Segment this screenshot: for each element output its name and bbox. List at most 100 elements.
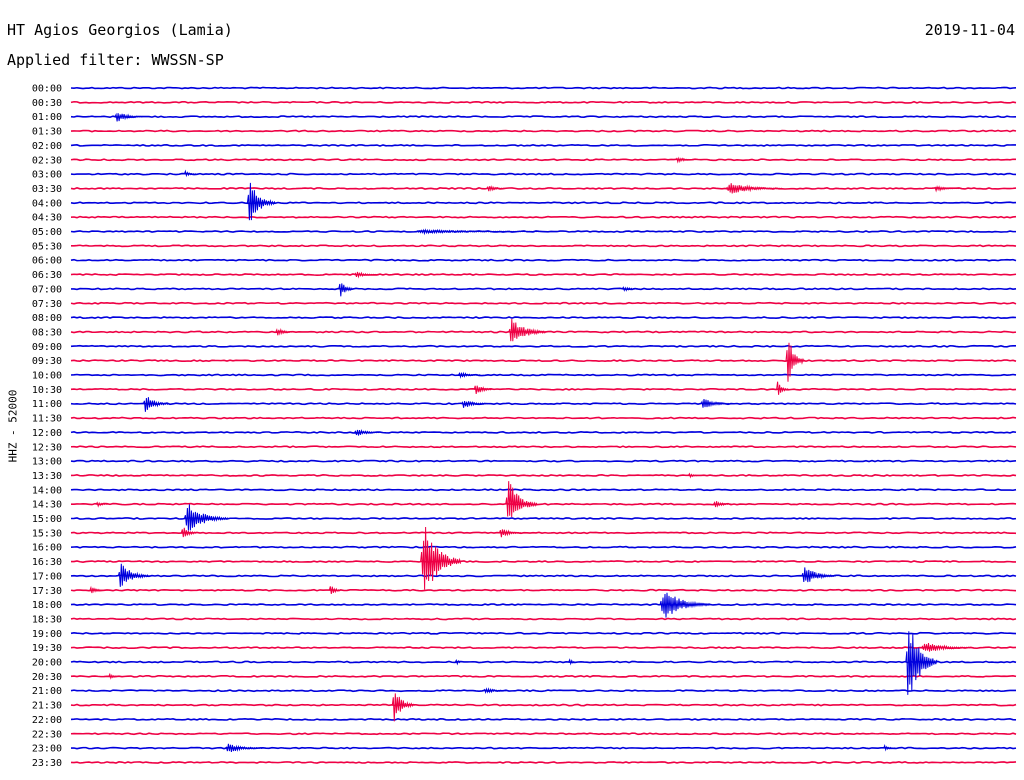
row-time-label: 03:30: [32, 184, 62, 195]
event-waveform: [568, 658, 575, 666]
row-time-label: 19:00: [32, 629, 62, 640]
row-time-label: 19:30: [32, 643, 62, 654]
event-waveform: [933, 185, 960, 193]
trace-lines: [70, 86, 1017, 764]
event-marks: [89, 112, 972, 753]
event-waveform: [921, 643, 972, 652]
event-waveform: [414, 228, 541, 236]
event-waveform: [461, 400, 490, 408]
row-time-label: 14:30: [32, 500, 62, 511]
trace-line: [70, 258, 1017, 262]
row-time-label: 08:30: [32, 327, 62, 338]
row-time-label: 04:30: [32, 213, 62, 224]
trace-line: [70, 545, 1017, 549]
row-time-label: 11:30: [32, 414, 62, 425]
event-waveform: [659, 592, 711, 618]
trace-line: [70, 746, 1017, 750]
row-time-labels: 00:00 00:30 01:00 01:30 02:00 02:30 03:00 03:30…: [32, 84, 62, 769]
trace-line: [70, 459, 1017, 463]
row-time-label: 13:30: [32, 471, 62, 482]
trace-line: [70, 244, 1017, 248]
event-waveform: [354, 271, 380, 279]
event-waveform: [498, 529, 522, 538]
row-time-label: 04:00: [32, 198, 62, 209]
row-time-label: 22:00: [32, 715, 62, 726]
trace-line: [70, 689, 1016, 693]
event-waveform: [454, 658, 462, 666]
row-time-label: 14:00: [32, 485, 62, 496]
trace-line: [70, 674, 1017, 678]
row-time-label: 02:30: [32, 155, 62, 166]
trace-line: [70, 387, 1017, 391]
row-time-label: 06:30: [32, 270, 62, 281]
row-time-label: 21:30: [32, 701, 62, 712]
trace-line: [70, 646, 1017, 650]
event-waveform: [483, 687, 509, 694]
event-waveform: [508, 318, 547, 342]
row-time-label: 23:30: [32, 758, 62, 769]
trace-line: [70, 316, 1017, 320]
trace-line: [70, 344, 1017, 348]
trace-line: [70, 416, 1017, 420]
event-waveform: [458, 371, 481, 379]
event-waveform: [621, 286, 638, 292]
trace-line: [70, 574, 1017, 578]
trace-line: [70, 129, 1017, 133]
trace-line: [71, 502, 1017, 506]
event-waveform: [246, 182, 276, 221]
event-waveform: [225, 743, 263, 753]
trace-line: [70, 488, 1017, 492]
event-waveform: [275, 328, 294, 336]
trace-line: [70, 359, 1017, 363]
row-time-label: 09:30: [32, 356, 62, 367]
event-waveform: [328, 586, 342, 595]
trace-line: [70, 158, 1017, 162]
row-time-label: 21:00: [32, 686, 62, 697]
trace-line: [70, 631, 1017, 635]
row-time-label: 08:00: [32, 313, 62, 324]
row-time-label: 12:30: [32, 442, 62, 453]
date-label: 2019-11-04: [924, 21, 1015, 39]
trace-line: [70, 474, 1017, 477]
row-time-label: 10:30: [32, 385, 62, 396]
trace-line: [70, 86, 1017, 90]
row-time-label: 18:00: [32, 600, 62, 611]
event-waveform: [473, 385, 493, 395]
event-waveform: [700, 399, 730, 408]
row-time-label: 01:30: [32, 127, 62, 138]
row-time-label: 02:00: [32, 141, 62, 152]
trace-line: [70, 187, 1017, 190]
row-time-label: 06:00: [32, 256, 62, 267]
trace-line: [70, 560, 1017, 563]
event-waveform: [180, 527, 197, 538]
trace-line: [70, 201, 1017, 205]
trace-line: [70, 301, 1017, 305]
trace-line: [70, 373, 1017, 377]
filter-label: Applied filter: WWSSN-SP: [7, 51, 224, 69]
row-time-label: 20:00: [32, 658, 62, 669]
trace-line: [70, 287, 1017, 291]
row-time-label: 20:30: [32, 672, 62, 683]
row-time-label: 15:30: [32, 528, 62, 539]
event-waveform: [776, 381, 789, 395]
event-waveform: [183, 504, 229, 531]
row-time-label: 23:00: [32, 744, 62, 755]
event-waveform: [505, 481, 538, 518]
trace-line: [70, 100, 1017, 104]
trace-line: [70, 402, 1017, 406]
row-time-label: 00:00: [32, 84, 62, 95]
trace-line: [70, 717, 1017, 721]
event-waveform: [142, 397, 169, 412]
event-waveform: [883, 743, 896, 752]
row-time-label: 09:00: [32, 342, 62, 353]
trace-line: [70, 445, 1017, 449]
trace-line: [70, 603, 1017, 607]
trace-line: [70, 703, 1017, 707]
row-time-label: 03:00: [32, 170, 62, 181]
row-time-label: 18:30: [32, 614, 62, 625]
row-time-label: 11:00: [32, 399, 62, 410]
row-time-label: 07:00: [32, 284, 62, 295]
event-waveform: [338, 283, 355, 297]
trace-line: [70, 273, 1017, 276]
row-time-label: 16:30: [32, 557, 62, 568]
